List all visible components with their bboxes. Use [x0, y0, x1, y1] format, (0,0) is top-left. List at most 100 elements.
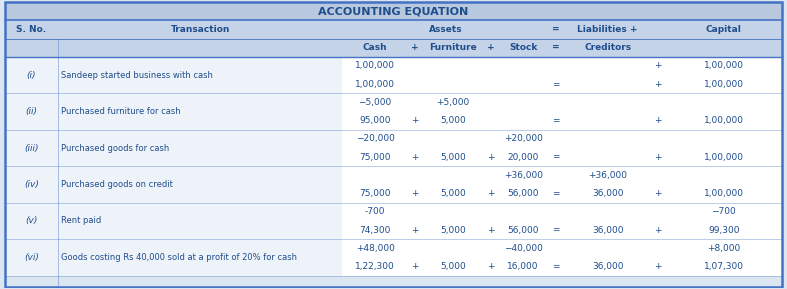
Text: 1,00,000: 1,00,000: [704, 153, 744, 162]
Text: -700: -700: [365, 207, 386, 216]
Text: =: =: [552, 80, 560, 89]
Text: +: +: [655, 262, 662, 271]
Text: 16,000: 16,000: [508, 262, 539, 271]
Text: 1,00,000: 1,00,000: [704, 189, 744, 198]
Bar: [5, 57, 782, 93]
Text: +36,000: +36,000: [504, 171, 542, 180]
Text: +: +: [655, 225, 662, 235]
Text: +5,000: +5,000: [436, 98, 469, 107]
Text: Cash: Cash: [363, 43, 387, 52]
Text: +: +: [411, 116, 419, 125]
Text: 95,000: 95,000: [360, 116, 391, 125]
Text: Sandeep started business with cash: Sandeep started business with cash: [61, 71, 213, 79]
Text: −5,000: −5,000: [358, 98, 392, 107]
Text: =: =: [552, 43, 560, 52]
Text: Rent paid: Rent paid: [61, 216, 102, 225]
Text: 5,000: 5,000: [440, 262, 466, 271]
Text: 56,000: 56,000: [508, 225, 539, 235]
Text: =: =: [552, 116, 560, 125]
Text: 36,000: 36,000: [592, 262, 623, 271]
Text: (v): (v): [25, 216, 38, 225]
Text: 5,000: 5,000: [440, 153, 466, 162]
Text: +: +: [411, 153, 419, 162]
Text: S. No.: S. No.: [17, 25, 46, 34]
Bar: [5, 93, 342, 130]
Bar: [5, 130, 782, 166]
Text: 74,300: 74,300: [360, 225, 390, 235]
Bar: [5, 57, 342, 93]
Text: +48,000: +48,000: [356, 244, 394, 253]
Text: (vi): (vi): [24, 253, 39, 262]
Text: ACCOUNTING EQUATION: ACCOUNTING EQUATION: [319, 6, 468, 16]
Bar: [5, 130, 342, 166]
Text: 1,00,000: 1,00,000: [355, 80, 395, 89]
Text: 20,000: 20,000: [508, 153, 539, 162]
Bar: [5, 239, 342, 276]
Bar: [5, 239, 782, 276]
Text: 56,000: 56,000: [508, 189, 539, 198]
Text: 5,000: 5,000: [440, 116, 466, 125]
Text: +: +: [655, 116, 662, 125]
Text: +: +: [655, 62, 662, 71]
Text: +: +: [655, 153, 662, 162]
Text: +: +: [487, 189, 495, 198]
Bar: [5, 166, 342, 203]
Text: 36,000: 36,000: [592, 189, 623, 198]
Text: Purchased furniture for cash: Purchased furniture for cash: [61, 107, 181, 116]
Text: =: =: [552, 25, 560, 34]
Text: 1,00,000: 1,00,000: [704, 116, 744, 125]
Text: Creditors: Creditors: [584, 43, 631, 52]
Text: +: +: [655, 189, 662, 198]
Text: +8,000: +8,000: [708, 244, 741, 253]
Text: 1,00,000: 1,00,000: [355, 62, 395, 71]
Text: 36,000: 36,000: [592, 225, 623, 235]
Text: Liabilities +: Liabilities +: [578, 25, 637, 34]
Text: 5,000: 5,000: [440, 225, 466, 235]
Text: +: +: [411, 43, 419, 52]
Bar: [5, 203, 782, 239]
Text: Purchased goods for cash: Purchased goods for cash: [61, 144, 169, 153]
Text: 1,00,000: 1,00,000: [704, 80, 744, 89]
Text: +36,000: +36,000: [588, 171, 627, 180]
Text: −40,000: −40,000: [504, 244, 542, 253]
Text: =: =: [552, 262, 560, 271]
Text: 75,000: 75,000: [360, 153, 391, 162]
Text: +20,000: +20,000: [504, 134, 542, 143]
Text: Purchased goods on credit: Purchased goods on credit: [61, 180, 173, 189]
Text: +: +: [655, 80, 662, 89]
Text: Stock: Stock: [509, 43, 538, 52]
Text: (iv): (iv): [24, 180, 39, 189]
Text: −700: −700: [711, 207, 736, 216]
Text: 1,00,000: 1,00,000: [704, 62, 744, 71]
Text: Capital: Capital: [706, 25, 742, 34]
Bar: [5, 203, 342, 239]
Text: (iii): (iii): [24, 144, 39, 153]
Text: Transaction: Transaction: [171, 25, 230, 34]
Text: Goods costing Rs 40,000 sold at a profit of 20% for cash: Goods costing Rs 40,000 sold at a profit…: [61, 253, 297, 262]
Bar: [5, 166, 782, 203]
Text: 1,07,300: 1,07,300: [704, 262, 744, 271]
Text: +: +: [411, 189, 419, 198]
Text: 75,000: 75,000: [360, 189, 391, 198]
Text: 1,22,300: 1,22,300: [355, 262, 395, 271]
Text: 99,300: 99,300: [708, 225, 740, 235]
Bar: [5, 93, 782, 130]
Bar: [5, 39, 782, 57]
Text: =: =: [552, 153, 560, 162]
Text: =: =: [552, 225, 560, 235]
Text: (i): (i): [27, 71, 36, 79]
Text: +: +: [487, 153, 495, 162]
Text: =: =: [552, 189, 560, 198]
Text: Furniture: Furniture: [429, 43, 477, 52]
Text: (ii): (ii): [25, 107, 37, 116]
Text: Assets: Assets: [429, 25, 462, 34]
Text: +: +: [411, 225, 419, 235]
Text: 5,000: 5,000: [440, 189, 466, 198]
Text: +: +: [487, 225, 495, 235]
Text: −20,000: −20,000: [356, 134, 394, 143]
Bar: [5, 2, 782, 20]
Text: +: +: [411, 262, 419, 271]
Bar: [5, 20, 782, 39]
Text: +: +: [487, 262, 495, 271]
Text: +: +: [487, 43, 495, 52]
